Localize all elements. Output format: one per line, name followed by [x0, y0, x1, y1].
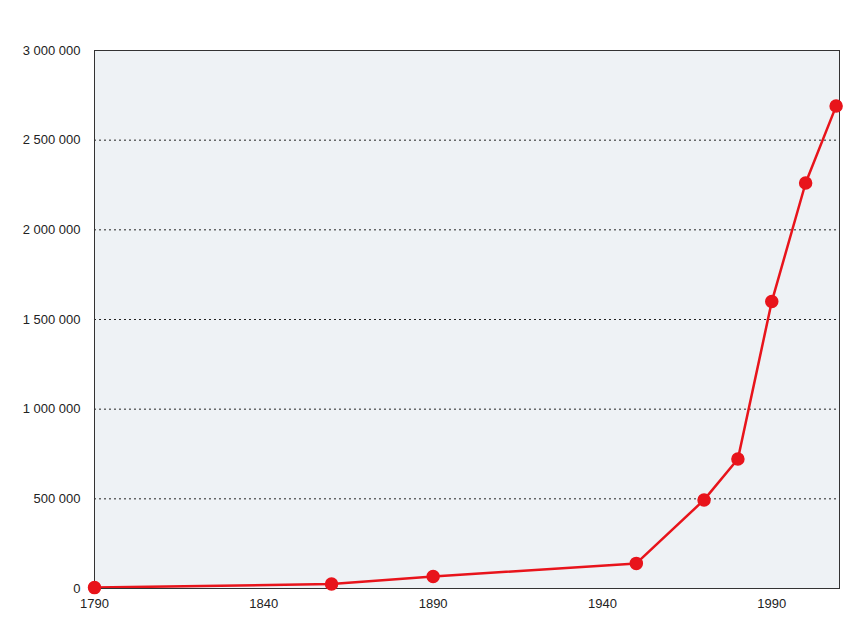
- svg-text:1 000 000: 1 000 000: [23, 401, 81, 416]
- svg-text:2 500 000: 2 500 000: [23, 132, 81, 147]
- svg-text:1840: 1840: [249, 596, 278, 611]
- svg-text:3 000 000: 3 000 000: [23, 43, 81, 58]
- svg-text:1790: 1790: [80, 596, 109, 611]
- svg-text:0: 0: [73, 581, 80, 596]
- svg-text:1990: 1990: [757, 596, 786, 611]
- svg-text:1 500 000: 1 500 000: [23, 312, 81, 327]
- svg-text:500 000: 500 000: [34, 491, 81, 506]
- svg-text:1890: 1890: [419, 596, 448, 611]
- svg-text:2 000 000: 2 000 000: [23, 222, 81, 237]
- svg-text:1940: 1940: [588, 596, 617, 611]
